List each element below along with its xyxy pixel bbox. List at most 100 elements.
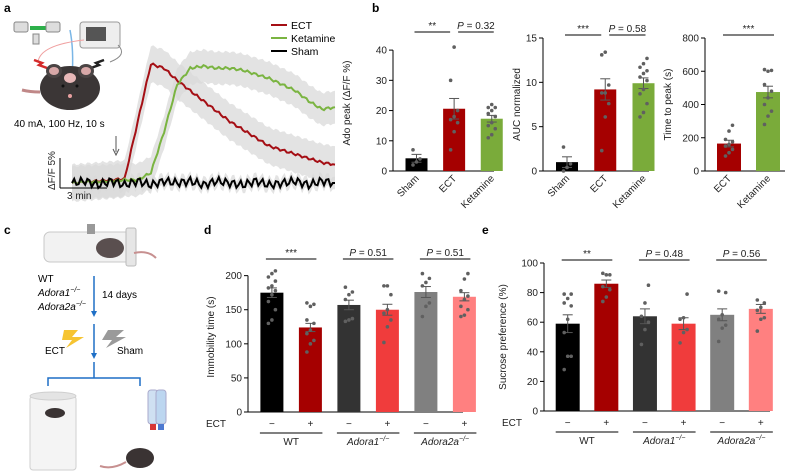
data-point bbox=[312, 302, 316, 307]
data-point bbox=[645, 78, 649, 83]
panel-label-c: c bbox=[4, 223, 11, 237]
data-point bbox=[466, 271, 470, 276]
data-point bbox=[308, 328, 313, 332]
data-point bbox=[681, 330, 686, 335]
data-point bbox=[420, 314, 425, 319]
bar bbox=[756, 92, 780, 171]
data-point bbox=[646, 283, 651, 288]
data-point bbox=[489, 102, 494, 107]
data-point bbox=[606, 83, 611, 87]
data-point bbox=[486, 111, 491, 116]
sucrose-bottles-icon bbox=[99, 389, 167, 469]
bar-chart-e: 0 20 40 60 80 100 Sucrose preference (%) − + − + − +… bbox=[498, 249, 773, 447]
x-tick-label: ECT bbox=[712, 173, 734, 195]
data-point bbox=[459, 288, 463, 293]
data-point bbox=[427, 276, 432, 281]
data-point bbox=[608, 273, 612, 277]
x-tick-label: Ketamine bbox=[459, 173, 497, 211]
data-point bbox=[769, 68, 774, 73]
data-point bbox=[601, 271, 605, 276]
y-axis-label: Immobility time (s) bbox=[206, 296, 217, 377]
significance-label: ** bbox=[428, 21, 436, 32]
significance-label: P = 0.48 bbox=[645, 249, 683, 260]
legend-label-ketamine: Ketamine bbox=[291, 33, 336, 45]
panel-label-a: a bbox=[4, 1, 11, 15]
data-point bbox=[685, 327, 689, 332]
data-point bbox=[727, 142, 731, 147]
data-point bbox=[608, 287, 612, 292]
bar bbox=[480, 118, 503, 171]
data-point bbox=[569, 304, 573, 308]
data-point bbox=[565, 354, 570, 359]
trace-line-sham bbox=[71, 174, 335, 191]
data-point bbox=[420, 284, 425, 288]
data-point bbox=[266, 321, 271, 326]
data-point bbox=[641, 71, 646, 76]
group-label: Adora1−/− bbox=[346, 436, 389, 448]
data-point bbox=[755, 298, 760, 302]
x-tick-label: Sham bbox=[546, 173, 572, 199]
data-point bbox=[489, 108, 494, 113]
data-point bbox=[385, 284, 390, 288]
significance-label: P = 0.58 bbox=[609, 24, 647, 35]
significance-label: P = 0.51 bbox=[426, 248, 464, 259]
data-point bbox=[452, 114, 456, 119]
y-axis-label: Ado peak (ΔF/F %) bbox=[342, 60, 353, 145]
data-point bbox=[493, 126, 498, 131]
data-point bbox=[568, 162, 573, 166]
data-point bbox=[766, 114, 770, 118]
restrainer-tube-icon bbox=[43, 224, 157, 267]
data-point bbox=[730, 123, 735, 128]
x-tick-label: Ketamine bbox=[611, 173, 649, 211]
data-point bbox=[382, 311, 386, 315]
bar bbox=[260, 292, 284, 412]
data-point bbox=[466, 294, 470, 298]
data-point bbox=[347, 292, 351, 297]
significance-label: P = 0.51 bbox=[349, 248, 387, 259]
y-tick-label: 800 bbox=[682, 34, 699, 45]
group-label: Adora1−/− bbox=[642, 435, 685, 447]
experiment-timeline-schematic: WT Adora1−/− Adora2a−/− 14 days ECT Sham bbox=[29, 224, 167, 471]
genotype-wt: WT bbox=[38, 274, 54, 285]
group-label: Adora2a−/− bbox=[717, 435, 766, 447]
bar bbox=[594, 283, 619, 411]
significance-label: *** bbox=[577, 24, 589, 35]
forced-swim-beaker-icon bbox=[29, 391, 77, 471]
significance-label: P = 0.56 bbox=[723, 249, 761, 260]
bar bbox=[710, 314, 735, 411]
data-point bbox=[638, 115, 642, 119]
y-tick-label: 50 bbox=[231, 373, 243, 384]
duration-label: 14 days bbox=[102, 290, 137, 301]
bar-chart-b3: 0 200 400 600 800 Time to peak (s) ECT Ketamine… bbox=[663, 24, 785, 211]
significance-label: ** bbox=[583, 249, 591, 260]
data-point bbox=[270, 292, 274, 297]
y-tick-label: 80 bbox=[527, 288, 539, 299]
data-point bbox=[762, 82, 767, 87]
data-point bbox=[486, 105, 491, 110]
data-point bbox=[486, 123, 491, 128]
bar bbox=[632, 316, 657, 411]
data-point bbox=[312, 321, 316, 326]
ect-sign-label: + bbox=[603, 418, 609, 429]
data-point bbox=[599, 91, 604, 95]
data-point bbox=[603, 50, 608, 54]
data-point bbox=[343, 297, 348, 302]
data-point bbox=[270, 271, 274, 276]
group-label: WT bbox=[283, 437, 299, 448]
bar bbox=[555, 323, 580, 411]
data-point bbox=[270, 284, 274, 288]
sem-band-ect bbox=[72, 45, 335, 202]
data-point bbox=[448, 148, 453, 152]
data-point bbox=[643, 327, 647, 332]
data-point bbox=[350, 316, 355, 321]
data-point bbox=[769, 109, 774, 113]
ect-sign-label: + bbox=[307, 419, 313, 430]
bar bbox=[632, 83, 655, 171]
data-point bbox=[382, 340, 386, 345]
data-point bbox=[678, 317, 682, 322]
data-point bbox=[638, 65, 642, 70]
y-axis-label: AUC normalized bbox=[512, 68, 523, 141]
data-point bbox=[427, 301, 432, 305]
data-point bbox=[308, 304, 313, 309]
